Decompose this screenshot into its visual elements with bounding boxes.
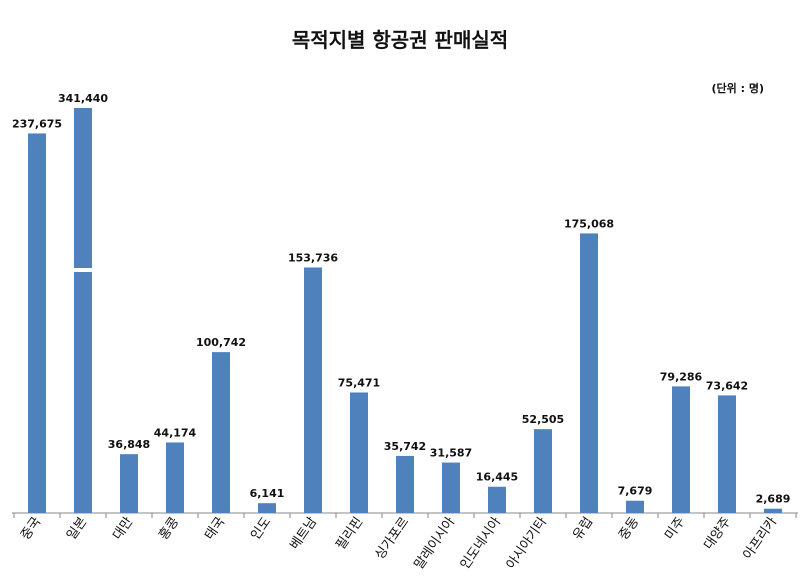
tick-label-태국: 태국 <box>202 515 228 543</box>
bar-중국 <box>28 133 46 513</box>
bar-홍콩 <box>166 442 184 513</box>
tick-label-대양주: 대양주 <box>701 515 734 553</box>
bar-대만 <box>120 454 138 513</box>
tick-label-인도네시아: 인도네시아 <box>458 515 505 573</box>
tick-label-중동: 중동 <box>616 515 642 543</box>
tick-label-아프리카: 아프리카 <box>741 515 781 563</box>
axis-break-mark <box>73 268 93 272</box>
data-label-인도네시아: 16,445 <box>476 471 518 484</box>
bar-아프리카 <box>764 508 782 513</box>
bar-미주 <box>672 386 690 513</box>
data-label-필리핀: 75,471 <box>338 376 380 389</box>
data-label-중동: 7,679 <box>618 485 653 498</box>
bar-인도 <box>258 503 276 513</box>
data-label-베트남: 153,736 <box>288 251 338 264</box>
bar-유럽 <box>580 233 598 514</box>
tick-label-아시아기타: 아시아기타 <box>504 515 551 573</box>
tick-label-필리핀: 필리핀 <box>333 515 366 553</box>
bar-대양주 <box>718 395 736 513</box>
data-label-아프리카: 2,689 <box>756 493 791 506</box>
data-label-중국: 237,675 <box>12 117 62 130</box>
unit-note: (단위 : 명) <box>711 82 764 95</box>
data-label-미주: 79,286 <box>660 370 703 383</box>
tick-label-대만: 대만 <box>110 515 136 543</box>
tick-label-미주: 미주 <box>662 515 688 543</box>
bar-인도네시아 <box>488 486 506 513</box>
bar-태국 <box>212 352 230 513</box>
tick-label-인도: 인도 <box>248 515 274 543</box>
data-label-싱가포르: 35,742 <box>384 440 426 453</box>
tick-label-홍콩: 홍콩 <box>156 515 182 543</box>
data-label-유럽: 175,068 <box>564 217 614 230</box>
bar-일본 <box>74 108 92 513</box>
data-label-일본: 341,440 <box>58 92 108 105</box>
tick-label-베트남: 베트남 <box>287 515 320 553</box>
tick-label-싱가포르: 싱가포르 <box>373 515 413 563</box>
data-label-태국: 100,742 <box>196 336 246 349</box>
data-label-아시아기타: 52,505 <box>522 413 564 426</box>
bar-중동 <box>626 500 644 513</box>
bar-베트남 <box>304 267 322 513</box>
tick-label-유럽: 유럽 <box>570 515 596 543</box>
data-label-대만: 36,848 <box>108 438 150 451</box>
data-label-대양주: 73,642 <box>706 379 748 392</box>
tick-label-말레이시아: 말레이시아 <box>412 515 459 573</box>
chart-title: 목적지별 항공권 판매실적 <box>291 28 509 52</box>
data-label-말레이시아: 31,587 <box>430 447 472 460</box>
bar-아시아기타 <box>534 429 552 513</box>
tick-label-일본: 일본 <box>64 515 90 543</box>
data-label-홍콩: 44,174 <box>154 426 197 439</box>
data-label-인도: 6,141 <box>250 487 285 500</box>
bar-말레이시아 <box>442 462 460 513</box>
bar-필리핀 <box>350 392 368 513</box>
tick-label-중국: 중국 <box>18 515 44 543</box>
bar-싱가포르 <box>396 455 414 513</box>
